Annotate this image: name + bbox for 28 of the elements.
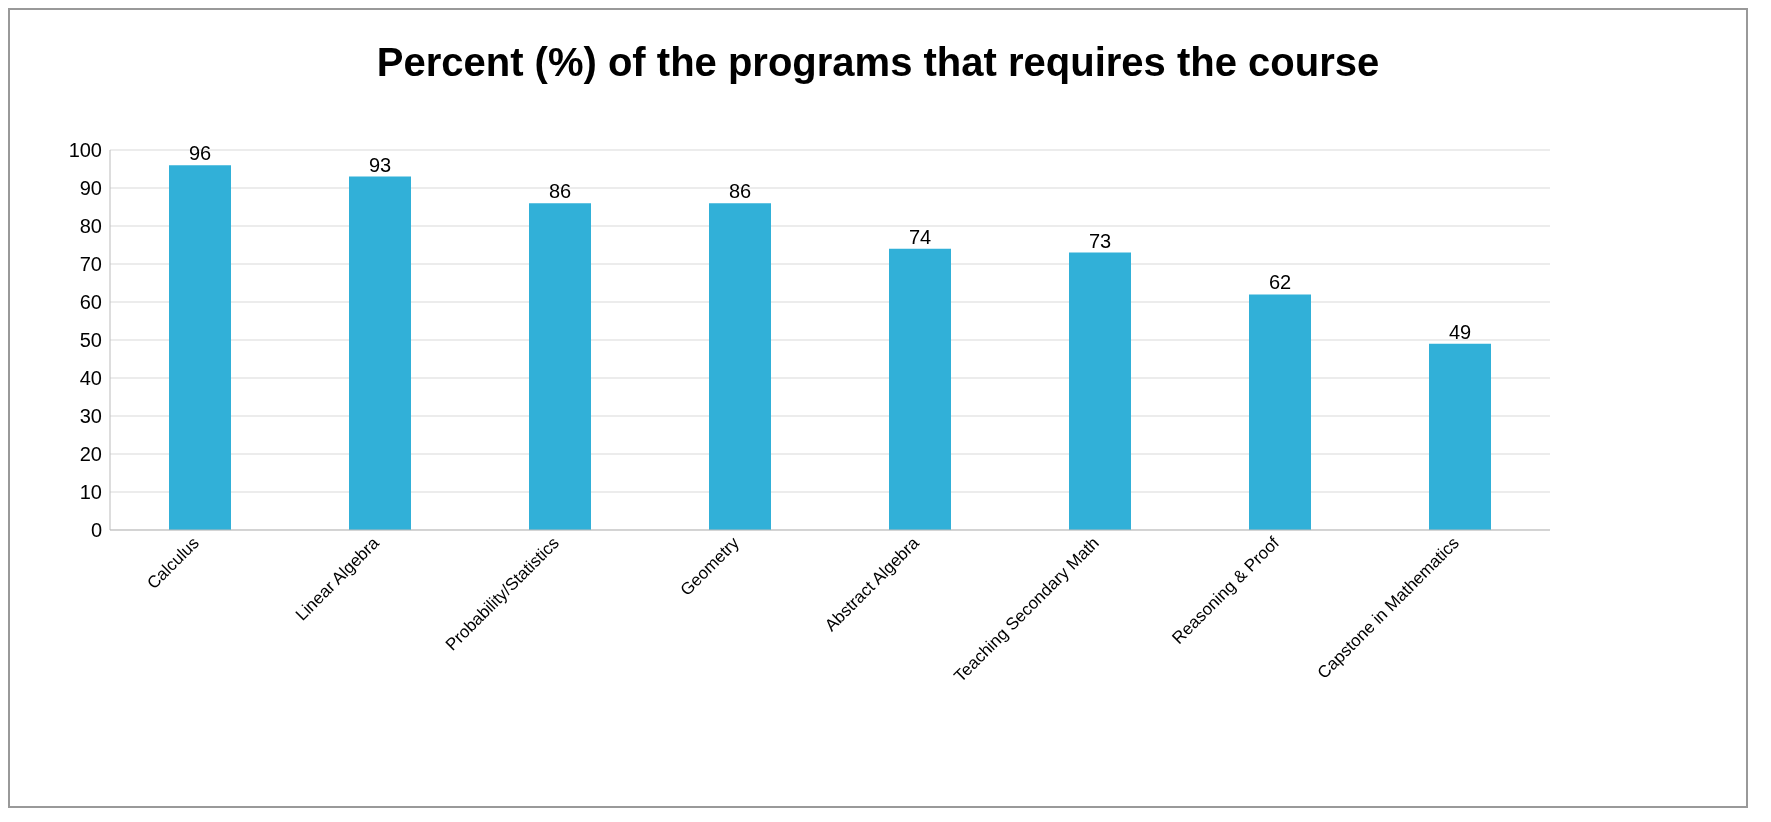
chart-title: Percent (%) of the programs that requires the course [375, 39, 1381, 86]
y-tick-label: 30 [79, 405, 102, 428]
data-label: 93 [368, 153, 392, 176]
bar [1429, 343, 1491, 530]
data-label: 74 [908, 225, 932, 248]
y-tick-label: 60 [79, 291, 102, 314]
bar [889, 248, 951, 530]
data-label: 62 [1268, 271, 1292, 294]
data-label: 73 [1088, 229, 1112, 252]
y-tick-label: 50 [79, 329, 102, 352]
bar [169, 165, 231, 530]
data-label: 86 [548, 180, 572, 203]
bar [529, 203, 591, 530]
bar [349, 176, 411, 530]
y-tick-label: 0 [90, 519, 102, 542]
data-label: 96 [188, 142, 212, 165]
y-tick-label: 20 [79, 443, 102, 466]
bar [709, 203, 771, 530]
y-tick-label: 90 [79, 177, 102, 200]
data-label: 86 [728, 180, 752, 203]
y-tick-label: 10 [79, 481, 102, 504]
bar [1249, 294, 1311, 530]
y-tick-label: 40 [79, 367, 102, 390]
y-tick-label: 80 [79, 215, 102, 238]
y-tick-label: 100 [68, 139, 102, 162]
data-label: 49 [1448, 320, 1472, 343]
y-tick-label: 70 [79, 253, 102, 276]
bar [1069, 252, 1131, 530]
